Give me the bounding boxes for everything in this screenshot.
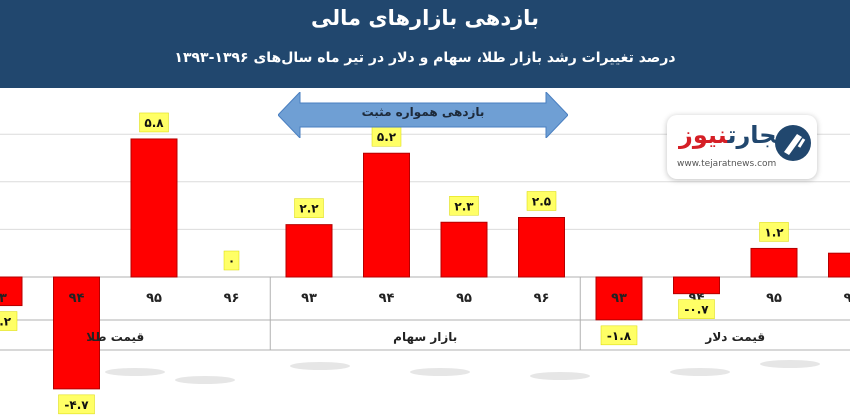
floor-shadow: [760, 360, 820, 368]
bar: [595, 276, 643, 321]
category-label: ۹۴: [379, 291, 395, 306]
logo-name-accent: نیوز: [679, 121, 728, 149]
page-title: بازدهی بازارهای مالی: [311, 6, 539, 30]
page-subtitle: درصد تغییرات رشد بازار طلا، سهام و دلار …: [174, 50, 676, 66]
value-label: ۵.۲: [377, 130, 397, 144]
value-label: ۲.۳: [454, 199, 474, 213]
category-label: ۹۳: [611, 291, 627, 306]
category-label: ۹۵: [456, 291, 472, 306]
floor-shadow: [290, 362, 350, 370]
brand-logo: تجارتنیوز www.tejaratnews.com: [667, 115, 817, 179]
value-label-bg: [600, 325, 638, 346]
value-label-bg: [526, 191, 557, 211]
floor-shadow: [530, 372, 590, 380]
floor-shadow: [105, 368, 165, 376]
value-label-bg: [759, 222, 789, 242]
value-label-bg: [294, 198, 324, 218]
category-label: ۹۳: [301, 291, 317, 306]
value-label: -۰.۷: [684, 303, 709, 317]
floor-shadow: [670, 368, 730, 376]
value-label: ۵.۸: [144, 116, 164, 130]
bar: [673, 276, 720, 295]
bar: [440, 221, 488, 278]
value-label-bg: [0, 311, 18, 331]
category-label: ۹۴: [69, 291, 85, 306]
category-label: ۹۶: [844, 291, 850, 306]
logo-mark-icon: [775, 125, 811, 161]
value-label-bg: [678, 299, 715, 319]
value-label: -۴.۷: [64, 398, 89, 412]
value-label: ۰: [228, 254, 235, 268]
value-label: ۲.۲: [299, 202, 319, 216]
bar: [518, 217, 565, 278]
banner-label: بازدهی همواره مثبت: [361, 105, 485, 119]
category-label: ۹۶: [224, 291, 240, 306]
category-label: ۹۵: [146, 291, 162, 306]
bar: [130, 138, 178, 278]
bar: [0, 276, 23, 307]
value-label-bg: [449, 196, 479, 216]
category-label: ۹۳: [0, 291, 7, 306]
logo-wordmark: تجارتنیوز: [679, 121, 786, 149]
floor-shadow: [175, 376, 235, 384]
header-band: بازدهی بازارهای مالی درصد تغییرات رشد با…: [0, 0, 850, 88]
positive-return-banner: بازدهی همواره مثبت: [278, 92, 568, 138]
value-label: -۱.۸: [607, 329, 632, 343]
category-label: ۹۵: [766, 291, 782, 306]
value-label: ۲.۵: [532, 195, 551, 209]
bar: [750, 247, 798, 278]
floor-shadow: [410, 368, 470, 376]
group-label: بازار سهام: [393, 330, 457, 345]
value-label-bg: [58, 394, 95, 415]
bar: [53, 276, 100, 390]
group-label: قیمت طلا: [86, 330, 144, 344]
double-arrow-icon: [278, 92, 568, 138]
category-label: ۹۶: [534, 291, 550, 306]
value-label: ۱.۲: [764, 225, 784, 239]
logo-url: www.tejaratnews.com: [677, 159, 777, 169]
group-label: قیمت دلار: [704, 330, 765, 344]
bar: [285, 224, 333, 278]
bar: [828, 252, 850, 278]
value-label-bg: [223, 250, 240, 271]
bar: [363, 152, 410, 278]
value-label: -۱.۲: [0, 315, 12, 329]
value-label-bg: [139, 112, 169, 133]
